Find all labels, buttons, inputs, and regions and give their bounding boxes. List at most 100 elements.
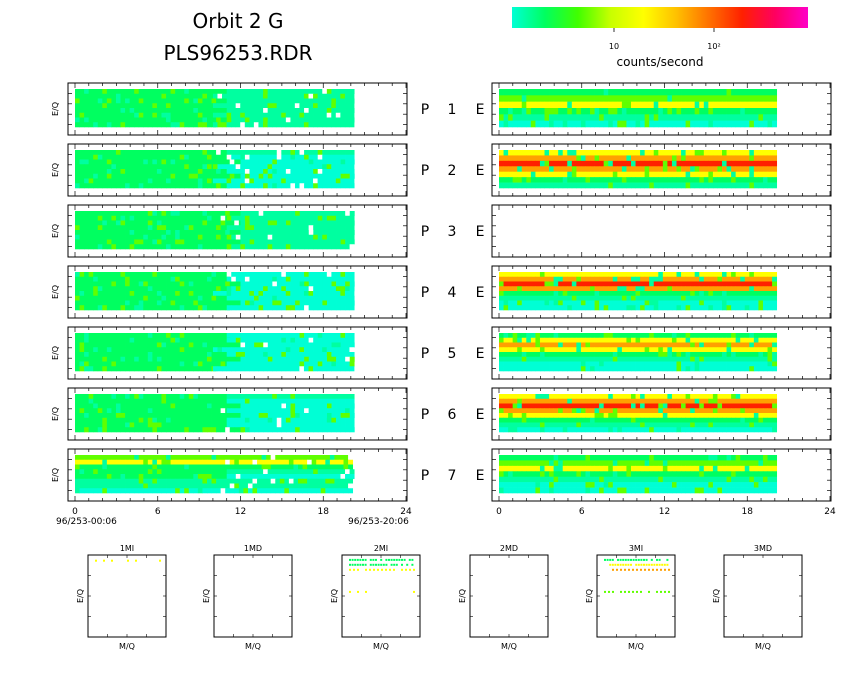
heatmap-cell xyxy=(184,239,190,245)
heatmap-cell xyxy=(349,230,355,236)
heatmap-cell xyxy=(206,230,212,236)
heatmap-cell xyxy=(84,154,90,160)
heatmap-cell xyxy=(184,281,190,287)
heatmap-cell xyxy=(216,459,222,465)
heatmap-cell xyxy=(275,464,281,470)
heatmap-cell xyxy=(188,154,194,160)
heatmap-cell xyxy=(120,300,126,306)
heatmap-cell xyxy=(106,459,112,465)
heatmap-cell xyxy=(84,178,90,184)
heatmap-cell xyxy=(594,177,600,183)
heatmap-cell xyxy=(152,305,158,311)
heatmap-cell xyxy=(257,478,262,484)
heatmap-cell xyxy=(576,155,582,162)
heatmap-cell xyxy=(161,459,167,465)
heatmap-cell xyxy=(143,215,149,221)
heatmap-cell xyxy=(166,474,171,480)
heatmap-cell xyxy=(147,478,153,484)
heatmap-cell xyxy=(97,295,103,301)
heatmap-cell xyxy=(594,114,600,121)
heatmap-cell xyxy=(349,305,355,311)
heatmap-cell xyxy=(290,394,296,400)
heatmap-cell xyxy=(115,478,121,484)
heatmap-cell xyxy=(549,101,555,109)
heatmap-cell xyxy=(179,403,185,409)
heatmap-cell xyxy=(549,150,555,156)
heatmap-cell xyxy=(313,286,319,292)
heatmap-cell xyxy=(257,488,262,494)
heatmap-cell xyxy=(166,234,171,240)
heatmap-cell xyxy=(580,108,586,115)
heatmap-cell xyxy=(75,122,80,128)
heatmap-cell xyxy=(317,352,323,358)
heatmap-cell xyxy=(75,281,80,287)
heatmap-cell xyxy=(726,114,732,121)
heatmap-cell xyxy=(106,89,112,95)
heatmap-cell xyxy=(193,342,199,348)
heatmap-cell xyxy=(202,117,208,123)
heatmap-cell xyxy=(220,230,226,236)
heatmap-cell xyxy=(147,347,153,353)
heatmap-cell xyxy=(640,150,646,156)
heatmap-cell xyxy=(290,117,296,123)
heatmap-cell xyxy=(290,291,296,297)
heatmap-cell xyxy=(286,403,291,409)
heatmap-cell xyxy=(102,488,108,494)
heatmap-cell xyxy=(206,169,212,175)
heatmap-cell xyxy=(79,169,85,175)
heatmap-cell xyxy=(316,455,322,461)
heatmap-cell xyxy=(231,215,237,221)
heatmap-cell xyxy=(340,356,346,362)
heatmap-cell xyxy=(744,101,750,109)
heatmap-cell xyxy=(102,483,108,489)
heatmap-cell xyxy=(161,183,167,189)
heatmap-cell xyxy=(75,276,80,282)
heatmap-cell xyxy=(220,215,226,221)
heatmap-cell xyxy=(234,455,240,461)
heatmap-cell xyxy=(590,150,595,156)
heatmap-cell xyxy=(562,276,568,282)
heatmap-cell xyxy=(211,173,217,179)
heatmap-cell xyxy=(322,474,328,480)
heatmap-cell xyxy=(317,347,323,353)
heatmap-cell xyxy=(97,234,103,240)
heatmap-cell xyxy=(662,272,668,278)
heatmap-cell xyxy=(508,166,514,173)
heatmap-cell xyxy=(313,474,319,480)
heatmap-cell xyxy=(571,182,577,189)
heatmap-cell xyxy=(690,89,696,96)
heatmap-cell xyxy=(254,474,259,480)
heatmap-cell xyxy=(329,478,335,484)
heatmap-cell xyxy=(254,272,259,278)
heatmap-cell xyxy=(603,150,609,156)
heatmap-cell xyxy=(179,305,185,311)
heatmap-cell xyxy=(731,150,737,156)
heatmap-cell xyxy=(749,166,755,173)
heatmap-cell xyxy=(299,342,305,348)
heatmap-cell xyxy=(512,171,518,178)
heatmap-cell xyxy=(676,114,682,121)
heatmap-cell xyxy=(193,356,199,362)
heatmap-cell xyxy=(211,300,217,306)
heatmap-cell xyxy=(206,342,212,348)
heatmap-cell xyxy=(272,89,278,95)
heatmap-cell xyxy=(712,160,718,167)
heatmap-cell xyxy=(202,103,208,109)
heatmap-cell xyxy=(699,160,705,167)
heatmap-cell xyxy=(125,356,131,362)
heatmap-cell xyxy=(290,244,296,250)
heatmap-cell xyxy=(731,155,737,162)
heatmap-cell xyxy=(193,427,199,433)
heatmap-cell xyxy=(106,154,112,160)
heatmap-cell xyxy=(544,114,550,121)
heatmap-cell xyxy=(93,98,99,104)
heatmap-cell xyxy=(147,337,153,343)
heatmap-cell xyxy=(322,361,328,367)
heatmap-cell xyxy=(184,159,190,165)
heatmap-cell xyxy=(294,366,300,372)
heatmap-cell xyxy=(258,295,264,301)
heatmap-cell xyxy=(179,333,185,339)
heatmap-cell xyxy=(340,291,346,297)
heatmap-cell xyxy=(166,220,171,226)
heatmap-cell xyxy=(313,403,319,409)
